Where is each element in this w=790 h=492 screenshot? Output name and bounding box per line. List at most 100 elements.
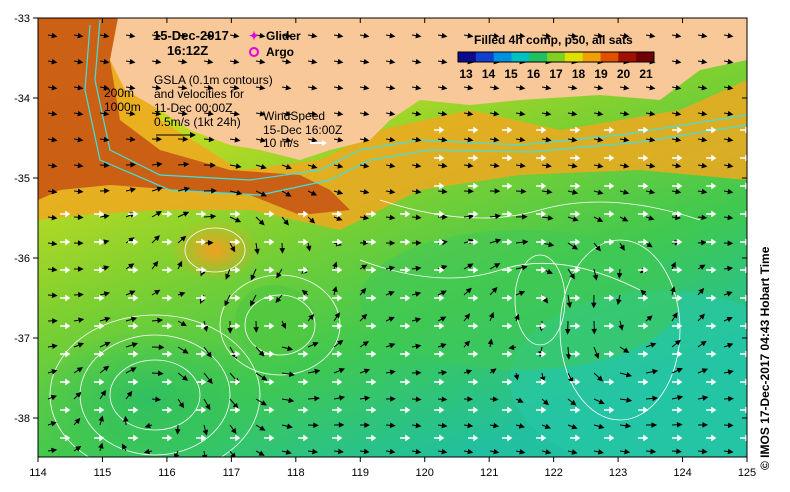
velocity-arrowhead [259, 32, 266, 39]
wind-arrowhead [473, 210, 479, 218]
velocity-arrowhead [415, 214, 422, 221]
wind-arrowhead [65, 238, 71, 246]
velocity-arrowhead [210, 213, 217, 220]
velocity-arrowhead [363, 84, 370, 91]
velocity-arrowhead [493, 162, 500, 169]
velocity-arrowhead [258, 219, 265, 226]
wind-arrowhead [677, 434, 683, 442]
velocity-arrowhead [259, 110, 266, 117]
velocity-arrowhead [285, 137, 292, 143]
velocity-arrowhead [207, 240, 214, 246]
colorbar-tick-label: 21 [639, 67, 653, 81]
velocity-arrowhead [388, 290, 395, 297]
wind-arrowhead [473, 406, 479, 414]
velocity-arrowhead [670, 286, 676, 293]
velocity-arrowhead [235, 163, 242, 169]
velocity-arrowhead [625, 422, 632, 429]
wind-arrowhead [439, 126, 445, 134]
velocity-arrowhead [675, 136, 682, 143]
velocity-arrowhead [542, 297, 549, 304]
velocity-arrowhead [182, 136, 189, 142]
wind-arrowhead [303, 406, 309, 414]
velocity-arrowhead [181, 32, 188, 39]
velocity-arrowhead [389, 188, 396, 195]
velocity-arrowhead [180, 235, 187, 242]
velocity-arrowhead [519, 110, 526, 117]
wind-arrowhead [609, 266, 615, 274]
colorbar-title: Filled 4h comp, p50, all sats [474, 33, 633, 47]
wind-arrowhead [507, 126, 513, 134]
velocity-arrowhead [415, 396, 422, 403]
wind-arrowhead [439, 154, 445, 162]
wind-arrowhead [473, 238, 479, 246]
lon-tick-label: 117 [223, 467, 241, 479]
velocity-arrowhead [234, 137, 241, 143]
velocity-arrowhead [623, 347, 630, 353]
velocity-arrowhead [467, 84, 474, 91]
wind-arrowhead [677, 406, 683, 414]
velocity-arrowhead [701, 368, 708, 374]
velocity-arrowhead [522, 239, 529, 245]
wind-arrowhead [405, 406, 411, 414]
wind-arrowhead [677, 294, 683, 302]
velocity-arrowhead [569, 273, 575, 280]
wind-arrowhead [99, 378, 105, 386]
velocity-arrowhead [702, 395, 709, 401]
velocity-arrowhead [51, 162, 58, 169]
colorbar-tick-label: 20 [617, 67, 631, 81]
velocity-arrowhead [521, 264, 528, 271]
velocity-arrowhead [571, 449, 578, 455]
velocity-arrowhead [616, 272, 623, 279]
wind-arrowhead [609, 238, 615, 246]
wind-arrowhead [303, 294, 309, 302]
velocity-arrowhead [259, 58, 266, 65]
wind-arrowhead [609, 350, 615, 358]
velocity-arrowhead [128, 237, 135, 243]
velocity-arrowhead [441, 188, 448, 195]
velocity-arrowhead [597, 110, 604, 117]
velocity-arrowhead [467, 422, 474, 429]
wind-arrowhead [269, 266, 275, 274]
wind-arrowhead [541, 210, 547, 218]
wind-arrowhead [167, 350, 173, 358]
wind-arrowhead [575, 182, 581, 190]
wind-arrowhead [99, 266, 105, 274]
wind-arrowhead [201, 322, 207, 330]
isobath-200-label: 200m [104, 86, 134, 100]
velocity-arrowhead [415, 162, 422, 169]
velocity-arrowhead [77, 214, 84, 221]
wind-arrowhead [337, 238, 343, 246]
wind-arrowhead [235, 406, 241, 414]
velocity-arrowhead [77, 240, 84, 246]
velocity-arrowhead [520, 188, 527, 195]
wind-arrowhead [643, 210, 649, 218]
colorbar-tick-label: 14 [482, 67, 496, 81]
velocity-arrowhead [155, 211, 162, 217]
velocity-arrowhead [545, 84, 552, 91]
velocity-arrowhead [211, 187, 217, 194]
velocity-arrowhead [700, 340, 707, 347]
wind-arrowhead [201, 350, 207, 358]
wind-arrowhead [337, 434, 343, 442]
wind-arrowhead [643, 154, 649, 162]
velocity-arrowhead [202, 429, 209, 436]
velocity-arrowhead [513, 374, 520, 381]
velocity-arrowhead [626, 397, 633, 403]
wind-arrowhead [609, 294, 615, 302]
wind-arrowhead [99, 350, 105, 358]
velocity-arrowhead [441, 58, 448, 65]
wind-arrowhead [269, 378, 275, 386]
wind-arrowhead [439, 406, 445, 414]
velocity-arrowhead [286, 345, 294, 352]
wind-arrowhead [575, 322, 581, 330]
wind-arrowhead [303, 266, 309, 274]
velocity-arrowhead [207, 84, 214, 91]
velocity-arrowhead [591, 302, 597, 309]
lat-tick-label: -36 [14, 253, 30, 265]
velocity-arrowhead [591, 328, 598, 335]
wind-arrowhead [575, 434, 581, 442]
wind-arrowhead [167, 406, 173, 414]
velocity-arrowhead [571, 32, 578, 39]
velocity-arrowhead [490, 368, 497, 374]
wind-arrowhead [269, 238, 275, 246]
